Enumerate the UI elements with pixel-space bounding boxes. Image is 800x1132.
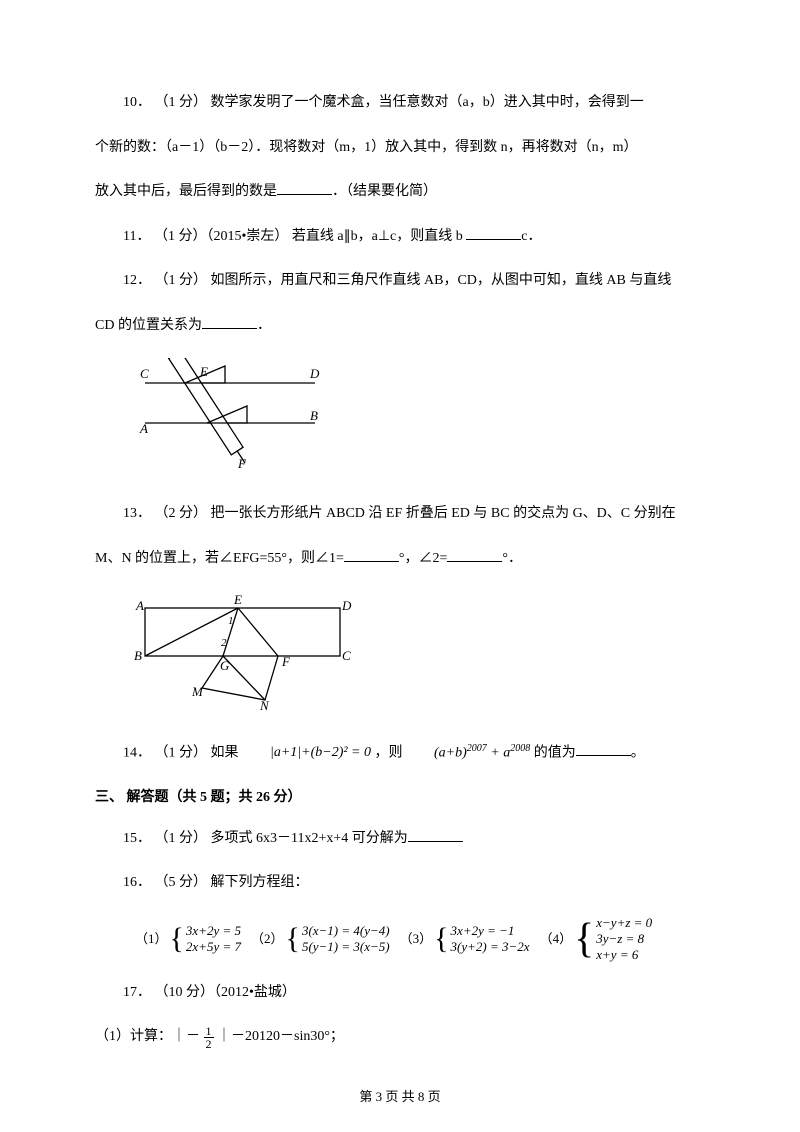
q13-blank1 <box>344 548 399 562</box>
q15-score: （1 分） <box>155 831 208 846</box>
q11-score: （1 分）（2015•崇左） <box>154 229 288 244</box>
figure-q12: C E D A B F <box>130 358 705 484</box>
q15-blank <box>408 828 463 842</box>
svg-text:B: B <box>134 648 142 663</box>
q14-num: 14． <box>123 745 151 760</box>
svg-text:F: F <box>281 654 291 669</box>
svg-text:2: 2 <box>221 637 227 649</box>
q16-sys1: （1） { 3x+2y = 52x+5y = 7 <box>135 923 241 956</box>
q10-l1: 数学家发明了一个魔术盒，当任意数对（a，b）进入其中时，会得到一 <box>211 95 644 110</box>
q10-line2: 个新的数：（a－1）（b－2）．现将数对（m，1）放入其中，得到数 n，再将数对… <box>95 135 705 162</box>
q12-line2: CD 的位置关系为． <box>95 313 705 340</box>
svg-text:B: B <box>310 408 318 423</box>
svg-text:E: E <box>199 364 208 379</box>
fraction-half: 12 <box>204 1025 214 1050</box>
question-17: 17． （10 分）（2012•盐城） <box>95 980 705 1007</box>
question-11: 11． （1 分）（2015•崇左） 若直线 a∥b，a⊥c，则直线 b c． <box>95 224 705 251</box>
q13-blank2 <box>447 548 502 562</box>
question-13: 13． （2 分） 把一张长方形纸片 ABCD 沿 EF 折叠后 ED 与 BC… <box>95 501 705 528</box>
question-12: 12． （1 分） 如图所示，用直尺和三角尺作直线 AB，CD，从图中可知，直线… <box>95 268 705 295</box>
q16-num: 16． <box>123 875 151 890</box>
q14-eq1: |a+1|+(b−2)² = 0 <box>242 740 371 767</box>
svg-text:D: D <box>341 598 352 613</box>
question-15: 15． （1 分） 多项式 6x3－11x2+x+4 可分解为 <box>95 826 705 853</box>
q16-score: （5 分） <box>155 875 208 890</box>
svg-text:M: M <box>191 684 204 699</box>
svg-text:A: A <box>135 598 144 613</box>
q16-sys4: （4） { x−y+z = 03y−z = 8x+y = 6 <box>540 915 653 964</box>
q10-score: （1 分） <box>155 95 208 110</box>
svg-text:C: C <box>140 366 149 381</box>
q13-diagram: A E D B C G F M N 1 2 <box>130 590 355 710</box>
svg-text:1: 1 <box>228 615 234 627</box>
q16-sys2: （2） { 3(x−1) = 4(y−4)5(y−1) = 3(x−5) <box>251 923 390 956</box>
q11-blank <box>466 226 521 240</box>
q11-t1: 若直线 a∥b，a⊥c，则直线 b <box>292 229 466 244</box>
figure-q13: A E D B C G F M N 1 2 <box>130 590 705 721</box>
q10-num: 10． <box>123 95 151 110</box>
question-10: 10． （1 分） 数学家发明了一个魔术盒，当任意数对（a，b）进入其中时，会得… <box>95 90 705 117</box>
q13-score: （2 分） <box>155 506 208 521</box>
svg-text:F: F <box>237 456 247 471</box>
q11-num: 11． <box>123 229 150 244</box>
q13-line2: M、N 的位置上，若∠EFG=55°，则∠1=°，∠2=°． <box>95 546 705 573</box>
q12-blank <box>202 315 257 329</box>
q12-num: 12． <box>123 273 151 288</box>
svg-text:G: G <box>220 658 230 673</box>
q16-systems: （1） { 3x+2y = 52x+5y = 7 （2） { 3(x−1) = … <box>135 915 705 964</box>
question-16: 16． （5 分） 解下列方程组： <box>95 870 705 897</box>
q17-num: 17． <box>123 985 151 1000</box>
q12-score: （1 分） <box>155 273 208 288</box>
page-footer: 第 3 页 共 8 页 <box>0 1085 800 1110</box>
svg-text:N: N <box>259 698 270 710</box>
q15-num: 15． <box>123 831 151 846</box>
q17-part1: （1）计算：｜－ 12 ｜－20120－sin30°； <box>95 1024 705 1051</box>
svg-text:D: D <box>309 366 320 381</box>
q17-score: （10 分）（2012•盐城） <box>155 985 296 1000</box>
q14-blank <box>576 742 631 756</box>
q14-score: （1 分） <box>155 745 208 760</box>
question-14: 14． （1 分） 如果 |a+1|+(b−2)² = 0 ，则 (a+b)20… <box>95 739 705 767</box>
q12-diagram: C E D A B F <box>130 358 330 473</box>
svg-text:E: E <box>233 592 242 607</box>
svg-text:A: A <box>139 421 148 436</box>
q16-sys3: （3） { 3x+2y = −13(y+2) = 3−2x <box>400 923 530 956</box>
q10-blank <box>277 181 332 195</box>
q10-line3: 放入其中后，最后得到的数是．（结果要化简） <box>95 179 705 206</box>
q14-eq2: (a+b)2007 + a2008 <box>406 739 530 767</box>
svg-text:C: C <box>342 648 351 663</box>
q13-num: 13． <box>123 506 151 521</box>
section-3-heading: 三、 解答题（共 5 题；共 26 分） <box>95 785 705 812</box>
